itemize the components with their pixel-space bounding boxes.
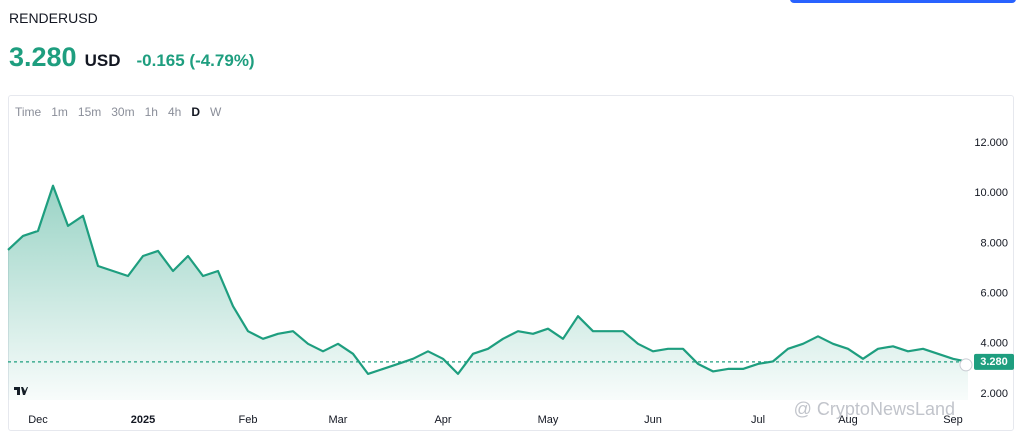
- y-tick-label: 10.000: [974, 187, 1008, 199]
- last-price-badge: [974, 353, 1014, 370]
- change: -0.165 (-4.79%): [136, 51, 255, 70]
- area-fill: [8, 185, 968, 400]
- y-tick-label: 6.000: [980, 288, 1008, 300]
- last-price-label: 3.280: [980, 356, 1008, 368]
- interval-button[interactable]: 4h: [168, 105, 181, 119]
- interval-button[interactable]: Time: [15, 105, 42, 119]
- interval-button[interactable]: W: [210, 105, 222, 119]
- symbol: RENDERUSD: [9, 10, 98, 26]
- quote: 3.280 USD -0.165 (-4.79%): [9, 42, 255, 73]
- x-tick-label: Dec: [28, 414, 48, 426]
- price-line: [7, 184, 969, 375]
- last-price-dot: [959, 358, 973, 372]
- y-tick-label: 12.000: [974, 137, 1008, 149]
- y-tick-label: 8.000: [980, 237, 1008, 249]
- x-tick-label: Jul: [751, 414, 765, 426]
- x-tick-label: Sep: [943, 414, 963, 426]
- x-tick-label: Feb: [239, 414, 258, 426]
- x-tick-label: May: [538, 414, 559, 426]
- interval-button[interactable]: 1m: [51, 105, 68, 119]
- x-tick-label: Mar: [329, 414, 348, 426]
- interval-button[interactable]: 15m: [78, 105, 101, 119]
- x-tick-label: Apr: [434, 414, 451, 426]
- x-tick-label: Aug: [838, 414, 858, 426]
- interval-button[interactable]: 30m: [111, 105, 134, 119]
- interval-button[interactable]: 1h: [145, 105, 158, 119]
- top-button[interactable]: [790, 0, 1016, 3]
- x-tick-label: Jun: [644, 414, 662, 426]
- watermark: @ CryptoNewsLand: [794, 399, 955, 419]
- interval-button[interactable]: D: [191, 105, 200, 119]
- price: 3.280: [9, 42, 77, 72]
- y-tick-label: 4.000: [980, 338, 1008, 350]
- x-tick-label: 2025: [131, 414, 155, 426]
- y-tick-label: 2.000: [980, 388, 1008, 400]
- currency: USD: [84, 51, 121, 70]
